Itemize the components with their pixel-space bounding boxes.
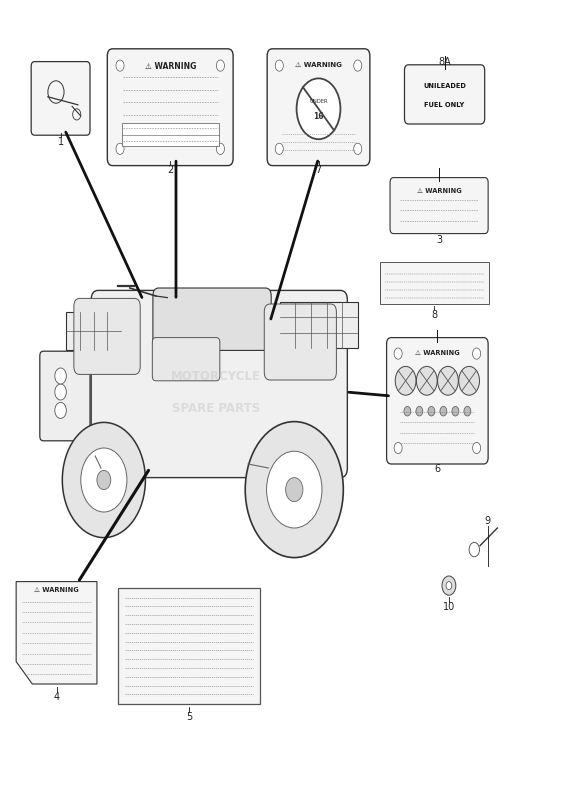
- Text: ⚠ WARNING: ⚠ WARNING: [417, 188, 462, 194]
- FancyBboxPatch shape: [31, 62, 90, 135]
- Text: FUEL ONLY: FUEL ONLY: [425, 102, 464, 108]
- Circle shape: [81, 448, 127, 512]
- Text: ⚠ WARNING: ⚠ WARNING: [144, 62, 196, 70]
- Circle shape: [394, 442, 402, 454]
- Circle shape: [354, 60, 362, 71]
- Text: 8A: 8A: [438, 58, 451, 67]
- Text: ⚠ WARNING: ⚠ WARNING: [34, 587, 79, 594]
- Circle shape: [275, 143, 283, 154]
- Text: 4: 4: [54, 692, 59, 702]
- Circle shape: [267, 451, 322, 528]
- Circle shape: [55, 384, 66, 400]
- Circle shape: [116, 143, 124, 154]
- Circle shape: [437, 366, 458, 395]
- Circle shape: [216, 143, 224, 154]
- FancyBboxPatch shape: [91, 290, 347, 478]
- FancyBboxPatch shape: [387, 338, 488, 464]
- Circle shape: [395, 366, 416, 395]
- Circle shape: [354, 143, 362, 154]
- Text: ⚠ WARNING: ⚠ WARNING: [295, 62, 342, 67]
- Circle shape: [416, 406, 423, 416]
- Text: MOTORCYCLE: MOTORCYCLE: [171, 370, 261, 382]
- Circle shape: [469, 542, 479, 557]
- Circle shape: [275, 60, 283, 71]
- FancyBboxPatch shape: [264, 304, 336, 380]
- Circle shape: [459, 366, 479, 395]
- FancyBboxPatch shape: [404, 65, 485, 124]
- Bar: [66, 312, 121, 350]
- Circle shape: [442, 576, 456, 595]
- Circle shape: [55, 402, 66, 418]
- Circle shape: [446, 582, 452, 590]
- Text: 3: 3: [436, 235, 442, 245]
- Text: 9: 9: [485, 516, 490, 526]
- Circle shape: [417, 366, 437, 395]
- Text: SPARE PARTS: SPARE PARTS: [173, 402, 260, 414]
- Text: 2: 2: [167, 165, 173, 174]
- Circle shape: [428, 406, 435, 416]
- Circle shape: [394, 348, 402, 359]
- Text: 6: 6: [434, 464, 440, 474]
- Bar: [280, 302, 358, 348]
- Bar: [122, 123, 219, 146]
- Circle shape: [404, 406, 411, 416]
- Circle shape: [440, 406, 447, 416]
- FancyBboxPatch shape: [74, 298, 140, 374]
- Text: 1: 1: [58, 137, 63, 147]
- Text: ⚠ WARNING: ⚠ WARNING: [415, 350, 460, 355]
- Bar: [380, 262, 489, 304]
- Text: 7: 7: [316, 165, 321, 174]
- Text: 10: 10: [443, 602, 455, 611]
- Circle shape: [62, 422, 145, 538]
- FancyBboxPatch shape: [107, 49, 233, 166]
- Text: UNILEADED: UNILEADED: [423, 82, 466, 89]
- Circle shape: [97, 470, 111, 490]
- FancyBboxPatch shape: [40, 351, 90, 441]
- Text: 5: 5: [186, 712, 192, 722]
- Circle shape: [297, 78, 340, 139]
- Circle shape: [464, 406, 471, 416]
- Circle shape: [286, 478, 303, 502]
- Circle shape: [452, 406, 459, 416]
- Text: UNDER: UNDER: [309, 99, 328, 104]
- Circle shape: [245, 422, 343, 558]
- FancyBboxPatch shape: [267, 49, 370, 166]
- Circle shape: [116, 60, 124, 71]
- Text: 16: 16: [313, 112, 324, 121]
- Polygon shape: [16, 582, 97, 684]
- Text: 8: 8: [432, 310, 437, 321]
- Circle shape: [55, 368, 66, 384]
- Bar: [118, 588, 260, 704]
- FancyBboxPatch shape: [390, 178, 488, 234]
- Circle shape: [473, 442, 481, 454]
- Circle shape: [216, 60, 224, 71]
- FancyBboxPatch shape: [153, 288, 271, 350]
- FancyBboxPatch shape: [152, 338, 220, 381]
- Circle shape: [473, 348, 481, 359]
